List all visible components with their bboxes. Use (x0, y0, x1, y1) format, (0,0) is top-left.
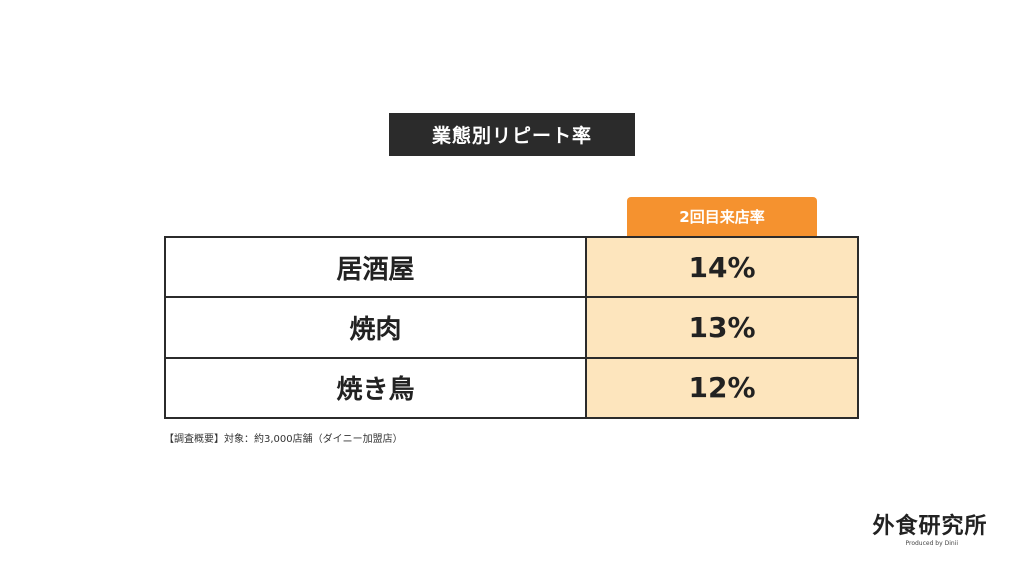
survey-note: 【調査概要】対象：約3,000店舗（ダイニー加盟店） (164, 434, 403, 445)
column-header-repeat-rate: 2回目来店率 (627, 197, 817, 236)
brand-logo: 外食研究所 Produced by Dinii (862, 514, 998, 547)
table-row: 焼き鳥 12% (166, 358, 857, 417)
row-value: 12% (587, 358, 857, 417)
table-row: 居酒屋 14% (166, 238, 857, 299)
row-label: 居酒屋 (166, 238, 587, 297)
row-label: 焼き鳥 (166, 358, 587, 417)
row-value: 13% (587, 298, 857, 357)
logo-subtext: Produced by Dinii (905, 540, 958, 547)
table-row: 焼肉 13% (166, 298, 857, 359)
page-title: 業態別リピート率 (389, 113, 635, 156)
row-label: 焼肉 (166, 298, 587, 357)
repeat-rate-table: 居酒屋 14% 焼肉 13% 焼き鳥 12% (164, 236, 859, 419)
row-value: 14% (587, 238, 857, 297)
logo-text: 外食研究所 (872, 514, 988, 539)
